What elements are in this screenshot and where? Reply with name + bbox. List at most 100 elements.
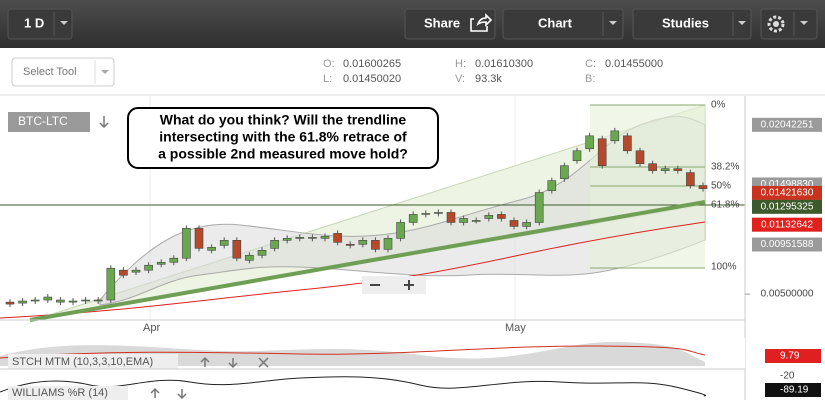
price-tag [752, 117, 822, 132]
candle [497, 214, 506, 219]
candle [194, 228, 204, 249]
candle [434, 212, 443, 214]
williams-label-box [8, 386, 128, 400]
price-plot: BTC-LTC What do you think? Will the tren… [0, 96, 745, 322]
v: 93.3k [475, 73, 502, 85]
info-row [0, 48, 825, 95]
candle [320, 236, 330, 239]
pane-icons[interactable] [150, 387, 187, 400]
fib-label: 100% [711, 262, 737, 273]
interval: 1 D [24, 15, 44, 30]
price-tag-label: 0.01498830 [761, 179, 814, 190]
candle [610, 130, 620, 142]
chart-label: Chart [538, 15, 573, 30]
select-tool[interactable] [11, 57, 115, 87]
l-label: L: [323, 73, 332, 85]
candle [522, 222, 531, 227]
candle [119, 269, 128, 276]
symbol: BTC-LTC [18, 114, 68, 128]
down-arrow-icon [99, 116, 109, 129]
x-label: May [505, 322, 526, 334]
price-tag-label: 0.01132642 [761, 219, 814, 230]
share-icon [470, 13, 493, 32]
candle [660, 168, 670, 171]
stch-signal [0, 345, 706, 359]
candle [295, 237, 305, 239]
williams-name: WILLIAMS %R (14) [12, 387, 108, 399]
b-label: B: [585, 73, 595, 85]
price-tag [752, 217, 822, 232]
stch-name: STCH MTM (10,3,3,10,EMA) [12, 356, 153, 368]
candle [572, 150, 582, 162]
candle [673, 168, 683, 171]
candle [471, 220, 481, 222]
x-label: Apr [143, 322, 160, 334]
candle [547, 180, 557, 191]
candle [232, 240, 242, 259]
stch-tag-text: 9.79 [780, 351, 800, 362]
williams-tag [765, 383, 821, 397]
v-label: V: [455, 73, 465, 85]
o: 0.01600265 [343, 58, 401, 70]
price-tag-label: 0.01295325 [761, 201, 814, 212]
williams-tag-text: -89.19 [780, 385, 809, 396]
candle [182, 228, 191, 259]
candle [308, 237, 317, 239]
l: 0.01450020 [343, 73, 401, 85]
price-tag-label: 0.01421630 [761, 188, 814, 199]
c: 0.01455000 [605, 58, 663, 70]
annotation-line: What do you think? Will the trendline [160, 112, 407, 128]
candle [459, 218, 468, 223]
candle [345, 243, 355, 246]
chart-button[interactable] [502, 8, 624, 40]
candle [245, 254, 254, 261]
o-label: O: [323, 58, 335, 70]
candle [333, 233, 342, 243]
trendline [29, 200, 706, 322]
candle [623, 135, 632, 152]
stch-label-box [8, 354, 178, 369]
studies-button[interactable] [632, 8, 752, 40]
candle [207, 247, 216, 251]
candle [131, 269, 141, 273]
candle [560, 165, 569, 179]
fib-label: 61.8% [711, 200, 739, 211]
candle [30, 299, 40, 302]
fib-label: 38.2% [711, 162, 739, 173]
candle [270, 240, 279, 249]
price-tag [752, 237, 822, 252]
candle [18, 300, 27, 304]
gear-icon [767, 15, 785, 33]
candle [144, 264, 153, 271]
candle [648, 163, 657, 171]
price-tag [752, 199, 822, 214]
candle [282, 238, 292, 241]
pane-icons[interactable] [200, 356, 269, 369]
candle [396, 222, 405, 239]
candle [484, 215, 494, 219]
c-label: C: [585, 58, 596, 70]
candle [169, 257, 179, 263]
candle [597, 138, 607, 166]
candle [585, 135, 594, 150]
candle [93, 299, 103, 302]
williams-level: -20 [780, 371, 795, 382]
h-label: H: [455, 58, 466, 70]
stch-tag [765, 349, 821, 363]
interval-button[interactable] [7, 8, 73, 40]
symbol-box [8, 112, 90, 132]
candle [408, 214, 418, 223]
candle [383, 238, 393, 250]
fib-labels: 0% 38.2% 50% 61.8% 100% [711, 100, 739, 273]
candle [371, 240, 380, 250]
candle [5, 301, 15, 305]
candle [106, 267, 116, 301]
candle [43, 296, 53, 301]
select-tool-label: Select Tool [23, 66, 77, 78]
quote: O: 0.01600265 L: 0.01450020 H: 0.0161030… [323, 58, 663, 85]
price-tag-label: 0.00500000 [761, 289, 814, 300]
candle [156, 261, 166, 265]
candle [358, 240, 368, 245]
studies-label: Studies [662, 15, 709, 30]
fib-lines [0, 104, 745, 269]
